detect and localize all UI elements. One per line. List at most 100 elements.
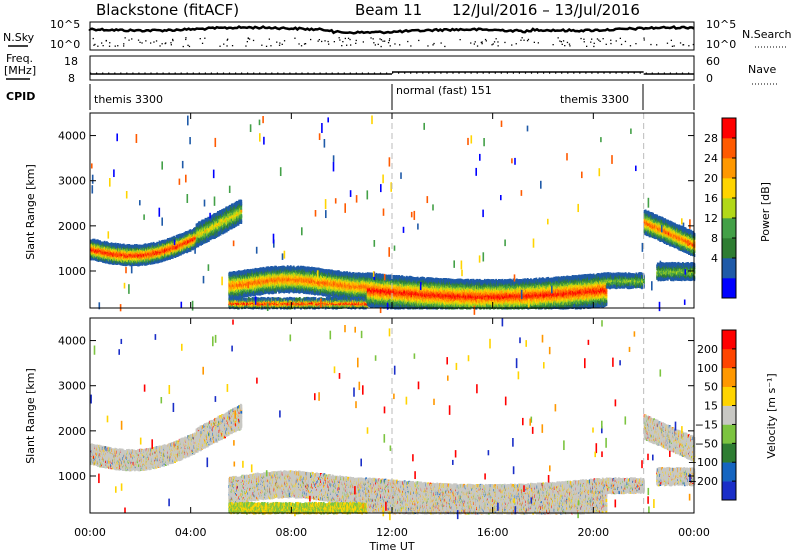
- noise-search-point: [594, 43, 595, 44]
- noise-search-point: [324, 40, 325, 41]
- noise-search-point: [504, 42, 505, 43]
- noise-search-point: [298, 43, 299, 44]
- noise-search-point: [310, 39, 311, 40]
- nave-point: [344, 73, 345, 74]
- nave-point: [616, 73, 617, 74]
- noise-left-tick-top: 10^5: [50, 18, 80, 31]
- noise-search-point: [441, 42, 442, 43]
- noise-search-point: [279, 45, 280, 46]
- noise-search-point: [378, 44, 379, 45]
- nave-point: [199, 73, 200, 74]
- noise-search-point: [394, 43, 395, 44]
- noise-search-point: [693, 44, 694, 45]
- nave-point: [543, 73, 544, 74]
- noise-search-point: [101, 42, 102, 43]
- nave-point: [338, 73, 339, 74]
- noise-search-point: [162, 43, 163, 44]
- noise-search-point: [477, 45, 478, 46]
- noise-search-point: [486, 40, 487, 41]
- noise-search-point: [248, 38, 249, 39]
- noise-search-point: [569, 44, 570, 45]
- noise-search-point: [204, 38, 205, 39]
- freq-right-tick-bottom: 0: [706, 72, 713, 85]
- noise-search-point: [202, 43, 203, 44]
- nave-point: [193, 73, 194, 74]
- nave-point: [120, 73, 121, 74]
- noise-search-point: [170, 42, 171, 43]
- noise-search-point: [498, 45, 499, 46]
- nave-point: [374, 73, 375, 74]
- noise-traces: [90, 27, 694, 48]
- noise-search-point: [564, 45, 565, 46]
- noise-search-point: [583, 39, 584, 40]
- noise-search-point: [511, 44, 512, 45]
- nave-point: [138, 73, 139, 74]
- noise-search-point: [97, 46, 98, 47]
- nave-point: [519, 73, 520, 74]
- noise-search-point: [370, 37, 371, 38]
- freq-right-tick-top: 60: [706, 55, 720, 68]
- nave-point: [507, 73, 508, 74]
- noise-search-point: [559, 40, 560, 41]
- noise-search-point: [523, 40, 524, 41]
- noise-search-point: [131, 38, 132, 39]
- noise-right-label: N.Search: [742, 28, 792, 41]
- noise-search-point: [185, 39, 186, 40]
- noise-search-point: [674, 45, 675, 46]
- nave-point: [223, 73, 224, 74]
- noise-search-point: [389, 38, 390, 39]
- nave-point: [392, 73, 393, 74]
- station-title: Blackstone (fitACF): [96, 1, 239, 19]
- noise-search-point: [200, 38, 201, 39]
- nave-point: [332, 73, 333, 74]
- noise-search-point: [563, 40, 564, 41]
- nave-point: [591, 73, 592, 74]
- noise-search-point: [635, 43, 636, 44]
- noise-search-point: [528, 39, 529, 40]
- nave-point: [217, 73, 218, 74]
- nave-point: [356, 73, 357, 74]
- noise-left-tick-bottom: 10^0: [50, 38, 80, 51]
- noise-search-point: [301, 45, 302, 46]
- nave-point: [90, 73, 91, 74]
- nave-point: [386, 73, 387, 74]
- noise-search-point: [253, 40, 254, 41]
- noise-search-point: [600, 41, 601, 42]
- nave-point: [646, 73, 647, 74]
- noise-search-point: [610, 43, 611, 44]
- noise-search-point: [117, 45, 118, 46]
- nave-point: [271, 73, 272, 74]
- noise-search-point: [522, 37, 523, 38]
- noise-search-point: [261, 45, 262, 46]
- nave-point: [144, 73, 145, 74]
- noise-search-point: [591, 39, 592, 40]
- nave-point: [628, 73, 629, 74]
- noise-search-point: [373, 42, 374, 43]
- noise-search-point: [187, 45, 188, 46]
- noise-search-point: [481, 42, 482, 43]
- nave-point: [326, 73, 327, 74]
- noise-search-point: [671, 40, 672, 41]
- noise-search-point: [569, 45, 570, 46]
- nave-point: [314, 73, 315, 74]
- power-echoes: [90, 113, 695, 315]
- noise-search-point: [389, 40, 390, 41]
- noise-search-point: [93, 45, 94, 46]
- noise-search-point: [139, 42, 140, 43]
- nave-point: [531, 73, 532, 74]
- nave-point: [368, 73, 369, 74]
- noise-search-point: [527, 40, 528, 41]
- nave-point: [320, 73, 321, 74]
- nave-point: [114, 73, 115, 74]
- nave-point: [440, 73, 441, 74]
- noise-search-point: [381, 39, 382, 40]
- nave-point: [452, 73, 453, 74]
- freq-right-label: Nave: [748, 63, 776, 76]
- nave-point: [175, 73, 176, 74]
- nave-point: [169, 73, 170, 74]
- noise-search-point: [534, 42, 535, 43]
- noise-search-point: [350, 44, 351, 45]
- noise-search-point: [590, 42, 591, 43]
- noise-search-point: [356, 40, 357, 41]
- nave-point: [428, 73, 429, 74]
